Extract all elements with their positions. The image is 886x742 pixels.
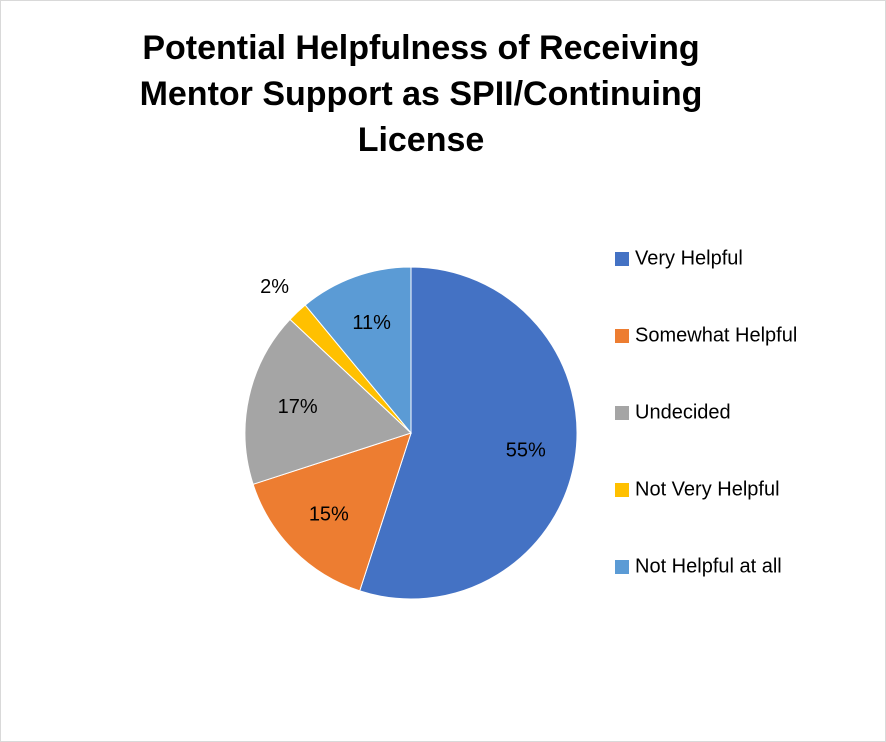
pie-slice bbox=[252, 432, 412, 592]
data-label: 55% bbox=[506, 439, 546, 461]
data-label: 15% bbox=[309, 503, 349, 525]
legend-label: Somewhat Helpful bbox=[635, 324, 797, 346]
pie-slice bbox=[359, 266, 578, 600]
legend-label: Not Very Helpful bbox=[635, 478, 780, 500]
pie-slice bbox=[244, 318, 412, 485]
legend-swatch bbox=[615, 406, 629, 420]
pie-slice bbox=[304, 266, 412, 435]
legend-swatch bbox=[615, 483, 629, 497]
legend-swatch bbox=[615, 560, 629, 574]
legend-label: Not Helpful at all bbox=[635, 555, 782, 577]
chart-title: Potential Helpfulness of Receiving Mento… bbox=[139, 29, 703, 159]
data-label: 11% bbox=[352, 312, 391, 334]
legend-swatch bbox=[615, 329, 629, 343]
legend-label: Very Helpful bbox=[635, 247, 743, 269]
legend-label: Undecided bbox=[635, 401, 731, 423]
data-label: 2% bbox=[260, 276, 289, 298]
data-label: 17% bbox=[278, 396, 318, 418]
legend-swatch bbox=[615, 252, 629, 266]
